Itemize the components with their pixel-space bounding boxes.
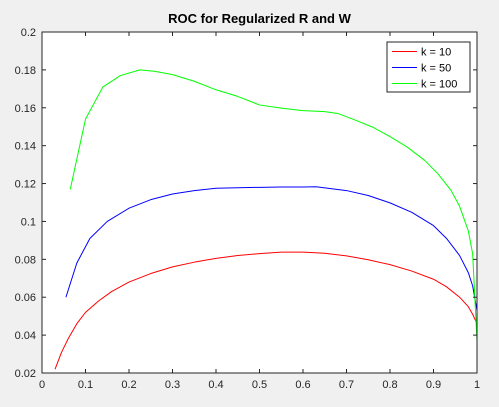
y-tick-label: 0.16 bbox=[15, 103, 36, 115]
chart-title: ROC for Regularized R and W bbox=[168, 11, 351, 26]
x-tick-label: 0.5 bbox=[252, 379, 267, 391]
x-tick-label: 0.2 bbox=[121, 379, 136, 391]
y-tick-label: 0.2 bbox=[21, 27, 36, 39]
x-tick-label: 1 bbox=[474, 379, 480, 391]
x-tick-label: 0.3 bbox=[165, 379, 180, 391]
series-layer bbox=[54, 69, 478, 370]
series-line-k50 bbox=[65, 186, 478, 311]
x-tick-label: 0.8 bbox=[382, 379, 397, 391]
x-tick-label: 0.1 bbox=[78, 379, 93, 391]
y-tick-label: 0.18 bbox=[15, 65, 36, 77]
legend: k = 10 k = 50 k = 100 bbox=[386, 41, 471, 93]
y-tick-label: 0.12 bbox=[15, 179, 36, 191]
x-tick-label: 0.9 bbox=[426, 379, 441, 391]
x-tick-label: 0.6 bbox=[295, 379, 310, 391]
y-tick-label: 0.1 bbox=[21, 216, 36, 228]
series-line-k100 bbox=[69, 69, 478, 341]
legend-label-k10: k = 10 bbox=[421, 47, 451, 59]
x-tick-label: 0.7 bbox=[339, 379, 354, 391]
y-tick-label: 0.08 bbox=[15, 254, 36, 266]
y-tick-label: 0.02 bbox=[15, 368, 36, 380]
legend-label-k100: k = 100 bbox=[421, 79, 457, 91]
x-tick-label: 0 bbox=[39, 379, 45, 391]
y-tick-label: 0.06 bbox=[15, 292, 36, 304]
legend-label-k50: k = 50 bbox=[421, 63, 451, 75]
series-line-k10 bbox=[54, 251, 478, 370]
y-tick-label: 0.14 bbox=[15, 141, 36, 153]
y-tick-label: 0.04 bbox=[15, 330, 36, 342]
axes: 0 0.1 0.2 0.3 0.4 0.5 0.6 0.7 0.8 0.9 1 0.02 0.04 0.0… bbox=[15, 27, 480, 391]
x-tick-label: 0.4 bbox=[208, 379, 223, 391]
